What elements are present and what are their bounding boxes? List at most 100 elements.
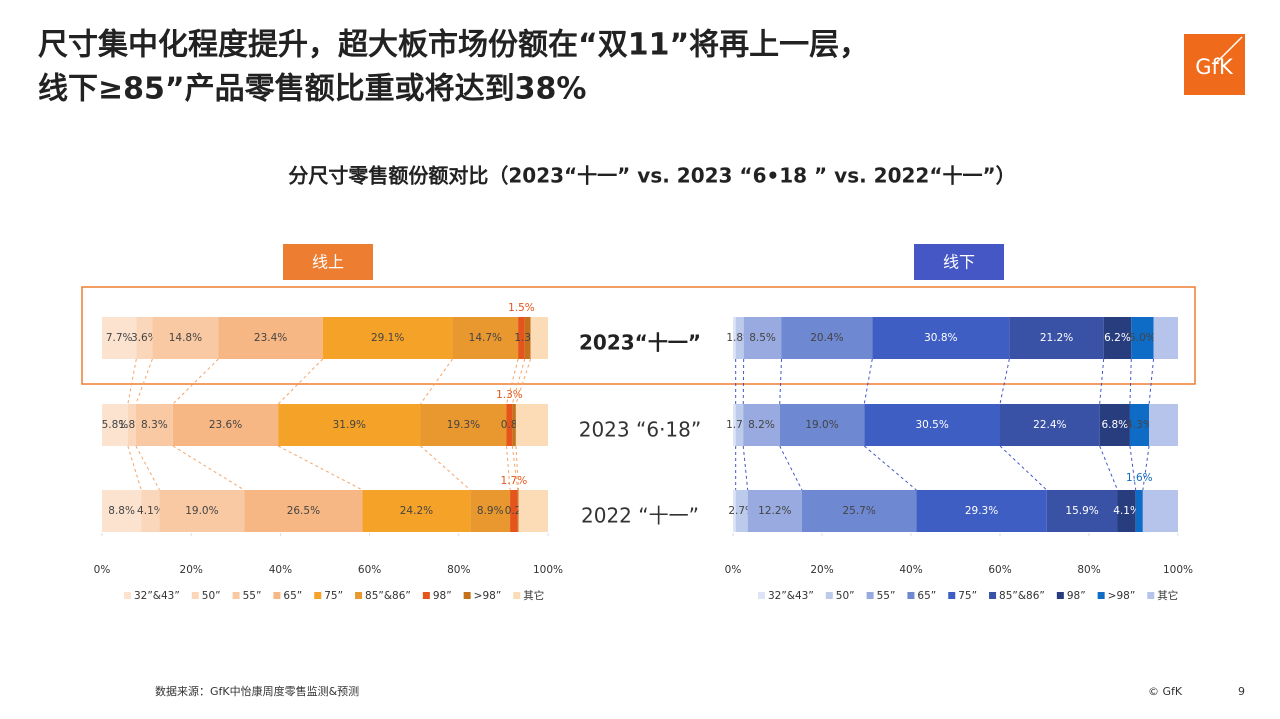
x-tick-label: 40%: [269, 564, 292, 576]
legend-label: 其它: [1157, 589, 1178, 602]
legend-swatch: [907, 592, 915, 599]
bar-segment: [733, 317, 736, 359]
connector: [515, 358, 532, 405]
connector: [779, 358, 783, 405]
data-label: 5.0%: [1129, 332, 1156, 344]
legend-label: 55”: [877, 590, 896, 602]
data-label: 6.2%: [1104, 332, 1131, 344]
data-label: 1.7%: [501, 475, 528, 487]
x-tick-label: 20%: [180, 564, 203, 576]
data-label: 26.5%: [287, 505, 320, 517]
connector: [1099, 358, 1105, 405]
bar-segment: [452, 317, 519, 359]
bar-segment: [322, 317, 453, 359]
data-label: 14.7%: [469, 332, 502, 344]
connector: [863, 445, 917, 491]
legend-label: 75”: [324, 590, 343, 602]
connector: [511, 358, 526, 405]
panel-header: [283, 244, 373, 280]
bar-segment: [530, 317, 548, 359]
panel-label: 线下: [943, 253, 975, 272]
data-label: 8.8%: [108, 505, 135, 517]
x-tick-label: 80%: [1077, 564, 1100, 576]
legend-label: 其它: [523, 589, 544, 602]
legend-swatch: [232, 592, 240, 599]
bar-segment: [512, 404, 516, 446]
bar-segment: [1131, 317, 1154, 359]
bar-segment: [916, 490, 1047, 532]
data-label: 8.9%: [477, 505, 504, 517]
bar-segment: [1153, 317, 1178, 359]
bar-segment: [1142, 490, 1178, 532]
legend-swatch: [948, 592, 956, 599]
data-label: 30.8%: [924, 332, 957, 344]
connector: [863, 358, 873, 405]
legend-swatch: [825, 592, 833, 599]
data-label: 25.7%: [842, 505, 875, 517]
bar-segment: [517, 490, 519, 532]
connector: [742, 445, 749, 491]
bar-segment: [159, 490, 245, 532]
bar-segment: [872, 317, 1010, 359]
legend-swatch: [866, 592, 874, 599]
copyright: © GfK: [1148, 685, 1183, 698]
bar-segment: [515, 404, 548, 446]
legend-label: 50”: [202, 590, 221, 602]
data-label: 12.2%: [758, 505, 791, 517]
data-label: 20.4%: [810, 332, 843, 344]
legend-swatch: [422, 592, 430, 599]
connector: [1129, 358, 1132, 405]
bar-segment: [735, 490, 748, 532]
bar-segment: [470, 490, 511, 532]
title-line: 线下≥85”产品零售额比重或将达到38%: [38, 72, 586, 107]
legend-label: >98”: [1108, 590, 1136, 602]
legend-label: 98”: [1067, 590, 1086, 602]
legend-swatch: [989, 592, 997, 599]
data-label: 19.3%: [447, 419, 480, 431]
x-tick-label: 60%: [988, 564, 1011, 576]
bar-segment: [136, 317, 153, 359]
x-tick-label: 60%: [358, 564, 381, 576]
bar-segment: [747, 490, 802, 532]
connector: [127, 445, 142, 491]
source: 数据来源：GfK中怡康周度零售监测&预测: [155, 684, 359, 698]
x-tick-label: 80%: [447, 564, 470, 576]
data-label: 15.9%: [1065, 505, 1098, 517]
legend-swatch: [1056, 592, 1064, 599]
data-label: 3.6%: [131, 332, 158, 344]
connector: [127, 358, 137, 405]
bar-segment: [735, 317, 744, 359]
connector: [779, 445, 803, 491]
bar-segment: [141, 490, 160, 532]
bar-segment: [1103, 317, 1132, 359]
x-tick-label: 100%: [1163, 564, 1193, 576]
x-tick-label: 0%: [94, 564, 111, 576]
legend-swatch: [191, 592, 199, 599]
data-label: 4.3%: [1126, 419, 1153, 431]
category-label: 2023“十一”: [579, 331, 701, 355]
legend-swatch: [758, 592, 765, 599]
bar-segment: [781, 317, 873, 359]
legend-label: 32”&43”: [134, 590, 180, 602]
data-label: 8.5%: [749, 332, 776, 344]
title-line: 尺寸集中化程度提升，超大板市场份额在“双11”将再上一层，: [38, 28, 869, 63]
data-label: 23.6%: [209, 419, 242, 431]
connector: [135, 445, 160, 491]
bar-segment: [278, 404, 421, 446]
bar-segment: [1135, 490, 1143, 532]
data-label: 30.5%: [915, 419, 948, 431]
bar-segment: [362, 490, 471, 532]
data-label: 4.1%: [137, 505, 164, 517]
x-tick-label: 100%: [533, 564, 563, 576]
connector: [511, 445, 519, 491]
bar-segment: [1129, 404, 1150, 446]
legend-swatch: [314, 592, 322, 599]
data-label: 19.0%: [805, 419, 838, 431]
data-label: 23.4%: [254, 332, 287, 344]
highlight-box: [81, 286, 1196, 385]
chart-title: 分尺寸零售额份额对比（2023“十一” vs. 2023 “6•18 ” vs.…: [288, 164, 1015, 188]
bar-segment: [864, 404, 1000, 446]
bar-segment: [1009, 317, 1104, 359]
logo-slash: [1214, 36, 1243, 65]
